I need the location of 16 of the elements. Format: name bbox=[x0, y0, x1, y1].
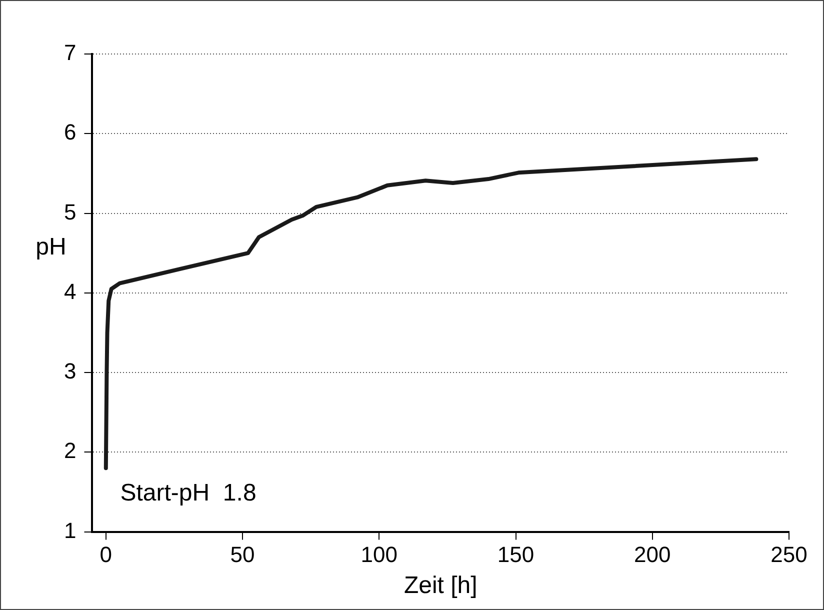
x-axis-title: Zeit [h] bbox=[404, 572, 478, 600]
y-tick-label: 1 bbox=[64, 518, 76, 543]
x-tick-label: 0 bbox=[100, 542, 112, 568]
x-tick-label: 250 bbox=[770, 542, 808, 568]
y-tick-label: 2 bbox=[64, 438, 76, 464]
annotation: Start-pH 1.8 bbox=[120, 479, 256, 506]
y-tick-label: 4 bbox=[64, 278, 76, 304]
y-tick-label: 6 bbox=[64, 120, 76, 145]
y-tick-label: 3 bbox=[64, 358, 76, 384]
y-tick-label: 5 bbox=[64, 199, 76, 224]
y-axis-title: pH bbox=[36, 234, 66, 261]
x-tick-label: 150 bbox=[497, 542, 534, 568]
x-tick-label: 100 bbox=[360, 542, 398, 568]
x-tick-label: 200 bbox=[634, 542, 671, 568]
x-tick-label: 50 bbox=[230, 542, 255, 568]
y-tick-label: 7 bbox=[64, 40, 76, 66]
